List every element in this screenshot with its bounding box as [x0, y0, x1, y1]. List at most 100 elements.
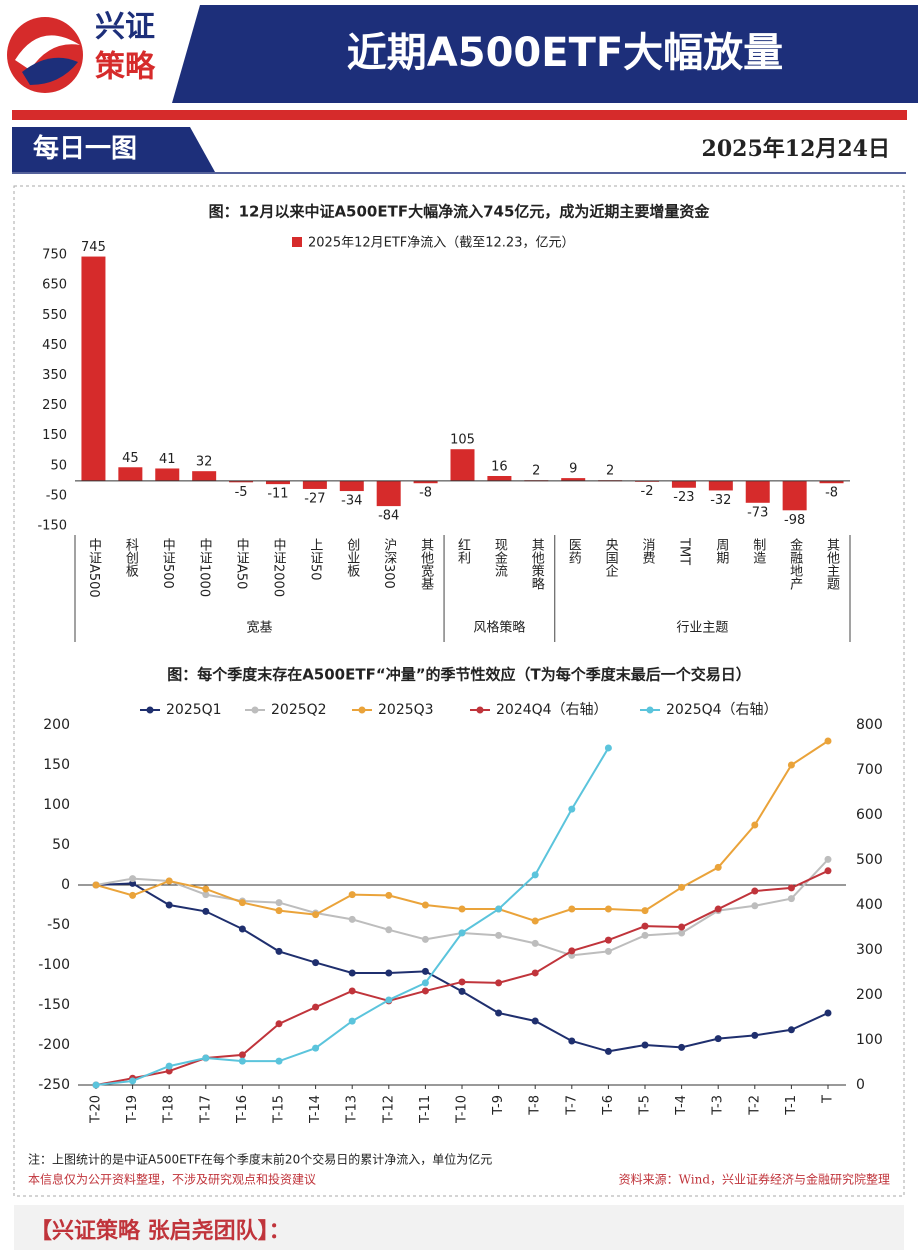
legend-marker	[358, 706, 366, 714]
point	[714, 1035, 722, 1043]
x-tick-label: T-12	[381, 1095, 396, 1124]
point	[678, 1043, 686, 1051]
data-label: -32	[710, 493, 731, 508]
y-tick-label: -150	[38, 997, 70, 1013]
x-tick-label: 红利	[455, 537, 471, 564]
point	[531, 1017, 539, 1025]
point	[165, 877, 173, 885]
data-label: -27	[304, 491, 325, 506]
bar	[376, 480, 401, 507]
x-tick-label: T-9	[491, 1095, 506, 1116]
x-tick-label: T-5	[638, 1095, 653, 1116]
x-tick-label: 科创板	[123, 538, 139, 578]
point	[495, 931, 503, 939]
point	[568, 805, 576, 813]
source: 资料来源：Wind，兴业证券经济与金融研究院整理	[619, 1172, 890, 1187]
point	[348, 915, 356, 923]
y2-tick-label: 500	[856, 852, 883, 868]
point	[751, 1031, 759, 1039]
point	[458, 978, 466, 986]
point	[604, 1047, 612, 1055]
y-tick-label: 350	[42, 368, 67, 383]
point	[275, 947, 283, 955]
bar	[671, 480, 696, 488]
logo-text: 兴证	[95, 10, 155, 45]
point	[238, 925, 246, 933]
x-tick-label: T-1	[784, 1095, 799, 1116]
data-label: -73	[747, 505, 768, 520]
header-title: 近期A500ETF大幅放量	[347, 30, 783, 76]
data-label: -2	[641, 484, 654, 499]
x-tick-label: T-2	[747, 1095, 762, 1116]
bar	[487, 476, 512, 481]
data-label: -34	[341, 494, 362, 509]
point	[385, 926, 393, 934]
logo-swirl	[22, 57, 78, 85]
point	[165, 1067, 173, 1075]
y2-tick-label: 400	[856, 897, 883, 913]
point	[421, 901, 429, 909]
point	[458, 987, 466, 995]
logo-text: 策略	[95, 50, 156, 85]
y-tick-label: 550	[42, 308, 67, 323]
x-tick-label: T-10	[455, 1095, 470, 1124]
point	[714, 905, 722, 913]
legend-label: 2025Q1	[166, 702, 222, 718]
point	[641, 922, 649, 930]
bar	[192, 471, 217, 481]
y-tick-label: 100	[43, 797, 70, 813]
x-tick-label: 沪深300	[381, 537, 397, 588]
x-tick-label: 央国企	[603, 538, 619, 577]
point	[531, 917, 539, 925]
point	[129, 1077, 137, 1085]
legend-marker	[146, 706, 154, 714]
point	[531, 871, 539, 879]
point	[568, 1037, 576, 1045]
data-label: 2	[532, 464, 540, 479]
data-label: -5	[235, 485, 248, 500]
point	[275, 899, 283, 907]
group-label: 宽基	[247, 620, 273, 636]
point	[312, 911, 320, 919]
x-tick-label: T-17	[198, 1095, 213, 1124]
y-tick-label: -150	[37, 518, 67, 533]
y2-tick-label: 600	[856, 807, 883, 823]
point	[275, 1020, 283, 1028]
y-tick-label: -50	[46, 488, 67, 503]
point	[604, 744, 612, 752]
bar	[708, 480, 733, 491]
group-label: 行业主题	[676, 621, 728, 636]
y-tick-label: 750	[42, 248, 67, 263]
y-tick-label: 50	[52, 837, 70, 853]
y2-tick-label: 100	[856, 1032, 883, 1048]
point	[787, 884, 795, 892]
point	[129, 875, 137, 883]
x-tick-label: T-3	[711, 1095, 726, 1116]
point	[824, 855, 832, 863]
data-label: -84	[378, 509, 399, 524]
point	[275, 1057, 283, 1065]
bar	[339, 480, 364, 492]
y-tick-label: 200	[43, 717, 70, 733]
point	[787, 761, 795, 769]
y-tick-label: 450	[42, 338, 67, 353]
point	[641, 907, 649, 915]
point	[824, 737, 832, 745]
x-tick-label: 其他宽基	[418, 538, 434, 590]
point	[202, 891, 210, 899]
x-tick-label: 周期	[713, 538, 729, 565]
x-tick-label: 其他主题	[824, 538, 840, 591]
point	[348, 891, 356, 899]
x-tick-label: 中证2000	[270, 538, 286, 597]
point	[495, 1009, 503, 1017]
y-tick-label: 0	[61, 877, 70, 893]
bar	[819, 480, 844, 484]
date: 2025年12月24日	[702, 136, 890, 162]
bar	[118, 467, 143, 481]
x-tick-label: 其他策略	[529, 538, 545, 590]
point	[787, 895, 795, 903]
data-label: 745	[81, 240, 106, 255]
point	[495, 905, 503, 913]
legend-label: 2025Q4（右轴）	[666, 702, 778, 718]
